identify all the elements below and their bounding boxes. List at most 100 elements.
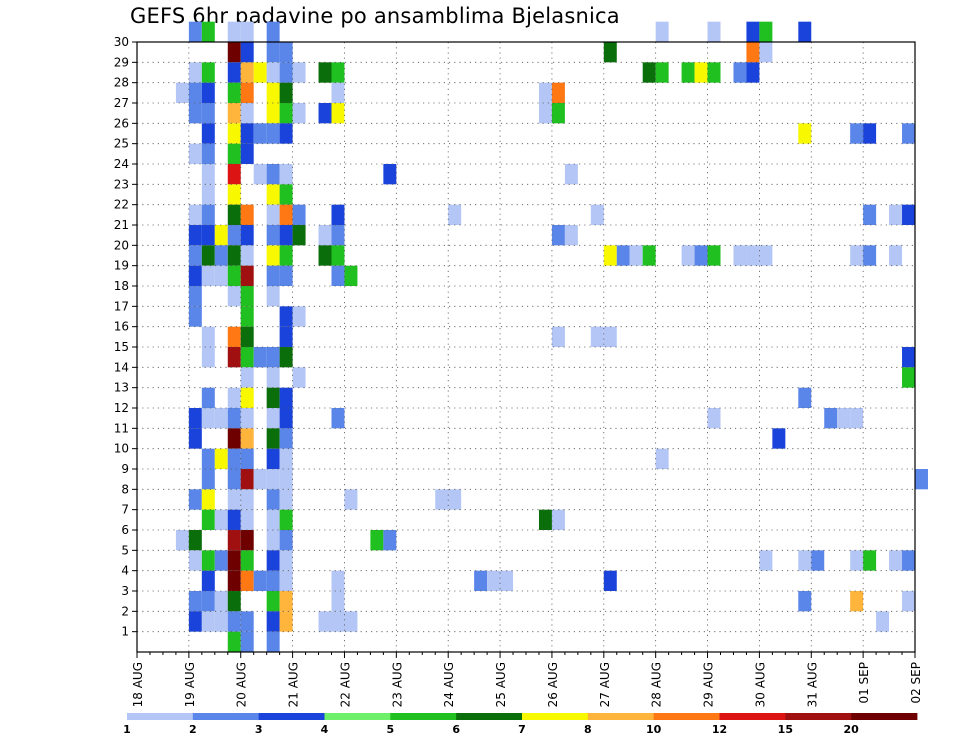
heatmap-cell <box>214 408 228 429</box>
x-tick-label: 30 AUG <box>753 662 767 707</box>
heatmap-cell <box>240 265 254 286</box>
heatmap-cell <box>279 570 293 591</box>
heatmap-cell <box>889 245 903 266</box>
heatmap-cell <box>694 62 708 83</box>
heatmap-cell <box>266 82 280 103</box>
heatmap-cell <box>240 489 254 510</box>
colorbar-label: 4 <box>321 723 329 736</box>
heatmap-cell <box>837 408 851 429</box>
heatmap-cell <box>188 204 202 225</box>
heatmap-cell <box>266 530 280 551</box>
heatmap-cell <box>175 82 189 103</box>
heatmap-cell <box>681 245 695 266</box>
x-tick-label: 24 AUG <box>442 662 456 707</box>
heatmap-cell <box>538 103 552 124</box>
heatmap-cell <box>240 448 254 469</box>
heatmap-cell <box>253 469 267 490</box>
heatmap-cell <box>240 347 254 368</box>
heatmap-cell <box>759 21 773 42</box>
heatmap-cell <box>201 143 215 164</box>
heatmap-cell <box>201 245 215 266</box>
heatmap-cell <box>655 21 669 42</box>
heatmap-cell <box>214 611 228 632</box>
heatmap-cell <box>240 550 254 571</box>
heatmap-cell <box>253 123 267 144</box>
heatmap-cell <box>188 82 202 103</box>
heatmap-cell <box>603 326 617 347</box>
heatmap-cell <box>253 570 267 591</box>
heatmap-cell <box>279 489 293 510</box>
heatmap-cell <box>266 225 280 246</box>
heatmap-cell <box>227 164 241 185</box>
heatmap-cell <box>331 204 345 225</box>
colorbar-swatch <box>653 713 720 720</box>
heatmap-cell <box>292 306 306 327</box>
heatmap-cell <box>655 448 669 469</box>
heatmap-cell <box>798 387 812 408</box>
heatmap-cell <box>201 570 215 591</box>
heatmap-cell <box>227 286 241 307</box>
heatmap-cell <box>240 611 254 632</box>
heatmap-cell <box>551 509 565 530</box>
heatmap-cell <box>240 103 254 124</box>
heatmap-cell <box>214 509 228 530</box>
heatmap-cell <box>850 123 864 144</box>
heatmap-cell <box>240 306 254 327</box>
heatmap-cell <box>266 448 280 469</box>
heatmap-cell <box>318 245 332 266</box>
heatmap-cell <box>266 184 280 205</box>
y-tick-label: 2 <box>121 604 129 618</box>
heatmap-cell <box>266 591 280 612</box>
heatmap-cell <box>331 570 345 591</box>
y-tick-label: 16 <box>114 320 129 334</box>
heatmap-cell <box>227 225 241 246</box>
x-tick-label: 31 AUG <box>805 662 819 707</box>
colorbar-label: 12 <box>712 723 727 736</box>
heatmap-cell <box>902 367 915 388</box>
heatmap-cell <box>188 611 202 632</box>
heatmap-cell <box>266 570 280 591</box>
heatmap-cell <box>603 42 617 63</box>
heatmap-cell <box>707 245 721 266</box>
heatmap-cell <box>487 570 501 591</box>
heatmap-cell <box>227 448 241 469</box>
heatmap-cell <box>759 550 773 571</box>
heatmap-cell <box>227 489 241 510</box>
colorbar-label: 8 <box>584 723 592 736</box>
heatmap-cell <box>240 570 254 591</box>
heatmap-cell <box>227 570 241 591</box>
heatmap-cell <box>863 245 877 266</box>
heatmap-cell <box>240 509 254 530</box>
x-tick-label: 21 AUG <box>287 662 301 707</box>
heatmap-cell <box>227 21 241 42</box>
heatmap-cell <box>240 469 254 490</box>
heatmap-cell <box>564 164 578 185</box>
heatmap-cell <box>279 265 293 286</box>
heatmap-cell <box>435 489 449 510</box>
y-tick-label: 13 <box>114 381 129 395</box>
y-tick-label: 26 <box>114 116 129 130</box>
heatmap-cell <box>902 123 915 144</box>
heatmap-cell <box>188 591 202 612</box>
heatmap-cell <box>266 42 280 63</box>
heatmap-cell <box>564 225 578 246</box>
heatmap-cell <box>863 204 877 225</box>
heatmap-cell <box>746 21 760 42</box>
heatmap-cell <box>915 469 928 490</box>
heatmap-cell <box>318 103 332 124</box>
heatmap-cell <box>240 245 254 266</box>
heatmap-cell <box>240 631 254 652</box>
y-tick-label: 1 <box>121 625 129 639</box>
y-tick-label: 14 <box>114 360 129 374</box>
heatmap-cell <box>201 408 215 429</box>
heatmap-cell <box>331 225 345 246</box>
heatmap-cell <box>240 326 254 347</box>
heatmap-cell <box>253 164 267 185</box>
heatmap-cell <box>681 62 695 83</box>
heatmap-cell <box>227 62 241 83</box>
y-tick-label: 29 <box>114 55 129 69</box>
y-tick-label: 10 <box>114 442 129 456</box>
heatmap-cell <box>188 245 202 266</box>
heatmap-cell <box>188 408 202 429</box>
heatmap-cell <box>240 42 254 63</box>
